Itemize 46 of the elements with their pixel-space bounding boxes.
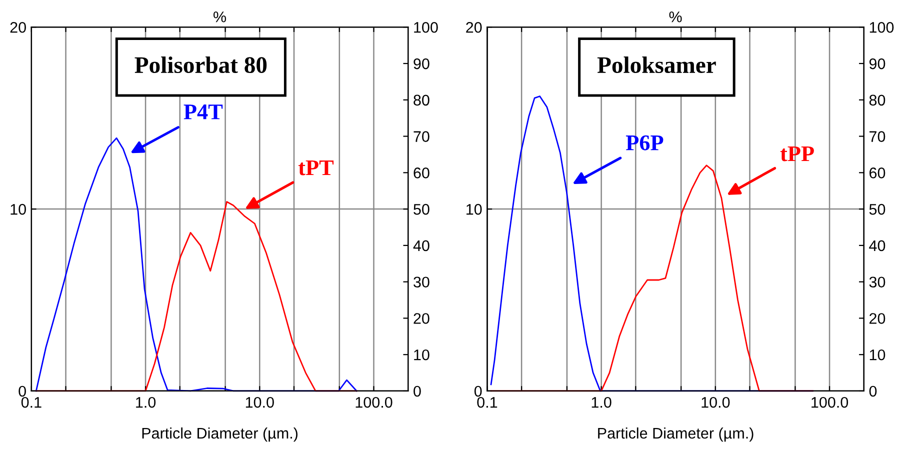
y2-tick-label: 50 bbox=[869, 204, 886, 215]
y2-tick-label: 30 bbox=[869, 276, 886, 288]
x-tick-label: 0.1 bbox=[477, 396, 498, 408]
annotation: tPP bbox=[780, 146, 814, 162]
y-tick-label: 0 bbox=[474, 386, 482, 397]
x-tick-label: 0.1 bbox=[21, 396, 42, 408]
text: Poloksamer bbox=[597, 56, 716, 74]
y-tick-label: 20 bbox=[10, 22, 26, 33]
annotation: P6P bbox=[626, 135, 664, 150]
annotation: P4T bbox=[184, 104, 223, 120]
y2-tick-label: 80 bbox=[414, 94, 430, 106]
x-tick-label: 1.0 bbox=[136, 396, 156, 408]
x-tick-label: 100.0 bbox=[812, 396, 848, 408]
text: % bbox=[669, 12, 682, 22]
y2-tick-label: 30 bbox=[414, 276, 430, 288]
y2-tick-label: 80 bbox=[869, 94, 886, 106]
y2-tick-label: 20 bbox=[870, 313, 886, 324]
x-axis-title: Particle Diameter (µm.) bbox=[598, 427, 754, 442]
y2-tick-label: 20 bbox=[414, 313, 430, 324]
y2-tick-label: 10 bbox=[870, 349, 886, 360]
annotation: tPT bbox=[298, 160, 334, 176]
text: % bbox=[214, 12, 226, 22]
x-tick-label: 10.0 bbox=[246, 396, 274, 408]
y-tick-label: 20 bbox=[466, 22, 482, 33]
y2-tick-label: 0 bbox=[414, 386, 421, 397]
y2-tick-label: 50 bbox=[414, 204, 430, 215]
y2-tick-label: 100 bbox=[870, 22, 894, 33]
x-tick-label: 100.0 bbox=[356, 396, 392, 408]
y2-tick-label: 40 bbox=[413, 240, 430, 252]
y2-tick-label: 40 bbox=[869, 240, 886, 252]
y-tick-label: 10 bbox=[10, 204, 26, 215]
x-tick-label: 1.0 bbox=[592, 396, 612, 408]
y2-tick-label: 70 bbox=[414, 131, 430, 142]
y2-tick-label: 90 bbox=[869, 58, 886, 70]
y2-tick-label: 10 bbox=[414, 349, 430, 360]
y2-tick-label: 60 bbox=[870, 168, 886, 178]
y2-tick-label: 90 bbox=[414, 58, 430, 70]
y2-tick-label: 0 bbox=[869, 386, 877, 397]
y2-tick-label: 100 bbox=[414, 22, 438, 33]
text: Polisorbat 80 bbox=[134, 56, 267, 74]
y-tick-label: 10 bbox=[466, 204, 482, 215]
y-tick-label: 0 bbox=[18, 386, 26, 397]
y2-tick-label: 60 bbox=[414, 168, 430, 178]
y2-tick-label: 70 bbox=[870, 131, 886, 142]
x-axis-title: Particle Diameter (µm.) bbox=[142, 427, 298, 442]
x-tick-label: 10.0 bbox=[702, 396, 730, 408]
